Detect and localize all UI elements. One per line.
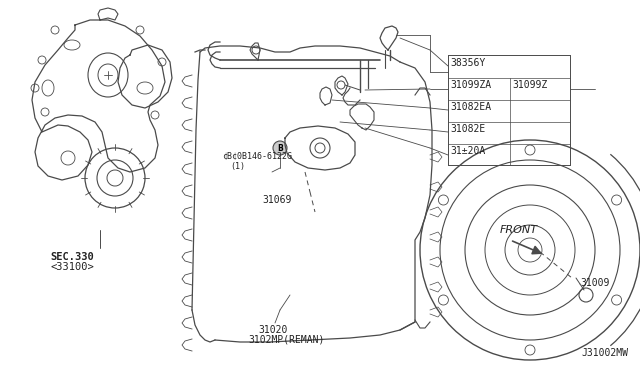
Text: 31099Z: 31099Z [512, 80, 547, 90]
Text: (1): (1) [230, 162, 245, 171]
Text: J31002MW: J31002MW [581, 348, 628, 358]
Text: B: B [277, 144, 283, 153]
Text: <33100>: <33100> [50, 262, 94, 272]
Circle shape [273, 141, 287, 155]
Text: 31082EA: 31082EA [450, 102, 491, 112]
Text: 31099ZA: 31099ZA [450, 80, 491, 90]
Text: 31009: 31009 [580, 278, 609, 288]
Text: ¢B¢0B146-6122G: ¢B¢0B146-6122G [222, 152, 292, 161]
Text: 3102MP(REMAN): 3102MP(REMAN) [248, 335, 324, 345]
Text: 38356Y: 38356Y [450, 58, 485, 68]
Text: 31082E: 31082E [450, 124, 485, 134]
Text: SEC.330: SEC.330 [50, 252, 94, 262]
Text: 31020: 31020 [258, 325, 287, 335]
Text: FRONT: FRONT [500, 225, 538, 235]
Text: 31±20A: 31±20A [450, 146, 485, 156]
Text: 31069: 31069 [262, 195, 291, 205]
